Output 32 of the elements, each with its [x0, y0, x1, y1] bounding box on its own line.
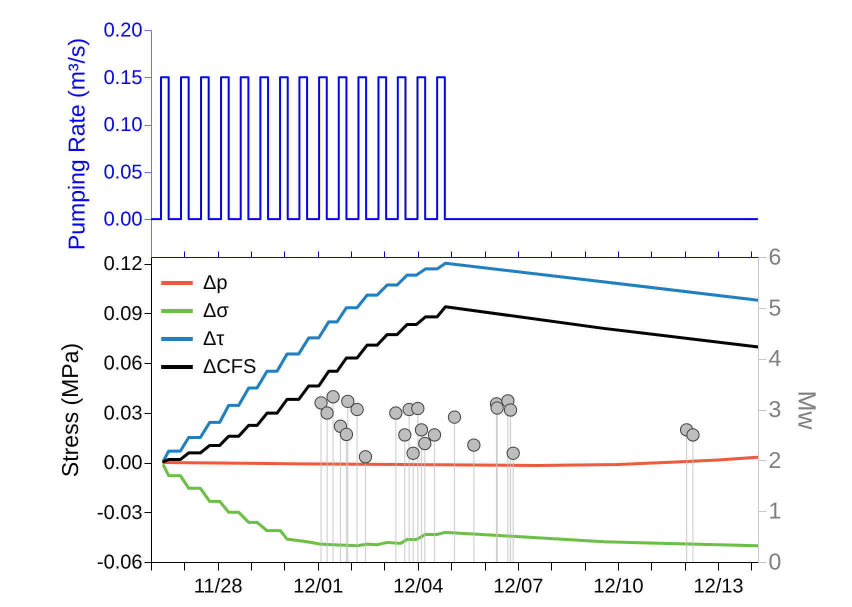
y-axis-title: Pumping Rate (m³/s)	[64, 38, 90, 250]
y-tick-label: -0.06	[96, 552, 142, 574]
y2-tick-label: 0	[768, 548, 782, 574]
y2-tick-label: 2	[768, 446, 782, 473]
y-tick-label: 0.15	[104, 66, 142, 89]
y-tick-label: 0.00	[104, 452, 142, 474]
x-tick-label: 11/28	[194, 576, 242, 598]
y-tick-label: 0.03	[104, 402, 142, 424]
y2-tick-label: 5	[768, 294, 782, 320]
y-tick-label: 0.10	[104, 114, 142, 136]
y-tick-label: 0.09	[104, 302, 142, 325]
y-tick-label: 0.12	[104, 253, 142, 276]
y-tick-label: -0.03	[96, 502, 142, 524]
y-axis-title: Stress (MPa)	[56, 342, 83, 478]
y-tick-label: 0.05	[104, 161, 142, 184]
x-tick-label: 12/01	[293, 576, 344, 598]
y-tick-label: 0.06	[104, 352, 142, 375]
legend-label: Δτ	[203, 328, 224, 350]
legend-label: Δp	[203, 272, 228, 294]
x-tick-label: 12/07	[493, 576, 544, 598]
legend-label: Δσ	[203, 300, 230, 322]
y2-tick-label: 4	[768, 345, 782, 372]
y-tick-label: 0.00	[104, 208, 142, 231]
x-tick-label: 12/10	[593, 576, 644, 598]
x-tick-label: 12/04	[393, 576, 444, 598]
y2-axis-title: Mw	[792, 390, 820, 430]
y2-tick-label: 6	[768, 244, 782, 270]
y2-tick-label: 3	[768, 396, 782, 422]
y-tick-label: 0.20	[104, 20, 142, 42]
x-tick-label: 12/13	[693, 576, 744, 598]
legend-label: ΔCFS	[203, 356, 256, 378]
y2-tick-label: 1	[768, 498, 782, 524]
